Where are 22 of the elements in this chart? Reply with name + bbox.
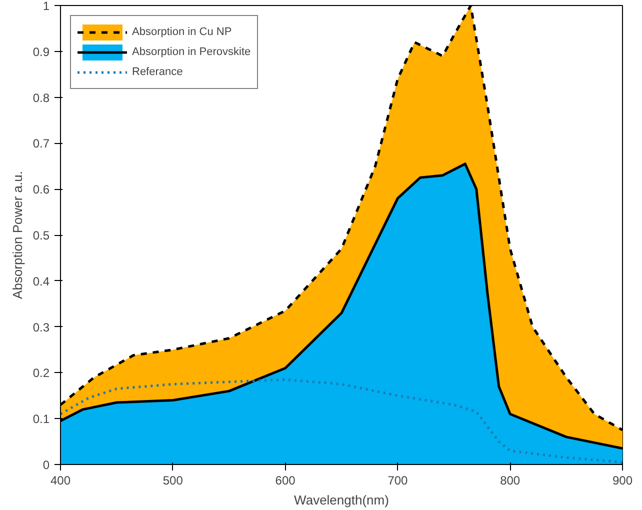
y-tick-label: 0.6 [32, 182, 50, 197]
legend-label: Absorption in Cu NP [132, 26, 232, 38]
x-axis-title: Wavelength(nm) [294, 492, 389, 508]
x-tick-label: 600 [275, 474, 296, 488]
y-tick-label: 0.8 [32, 90, 50, 105]
x-tick-label: 900 [612, 474, 633, 488]
x-tick-label: 400 [50, 474, 71, 488]
y-tick-label: 0.4 [32, 274, 50, 288]
y-axis-title: Absorption Power a.u. [10, 171, 25, 299]
y-tick-label: 0.5 [32, 228, 50, 242]
y-tick-label: 0.2 [32, 366, 50, 380]
y-tick-label: 0.1 [32, 412, 50, 426]
y-tick-label: 1 [42, 0, 50, 13]
y-tick-label: 0 [42, 458, 50, 472]
y-tick-label: 0.7 [32, 136, 50, 151]
x-tick-label: 800 [500, 474, 520, 488]
y-tick-label: 0.9 [32, 44, 50, 59]
legend-label: Referance [132, 66, 183, 78]
y-tick-label: 0.3 [32, 320, 50, 334]
x-tick-label: 500 [162, 474, 184, 488]
legend-label: Absorption in Perovskite [132, 46, 251, 58]
x-tick-label: 700 [388, 474, 408, 488]
